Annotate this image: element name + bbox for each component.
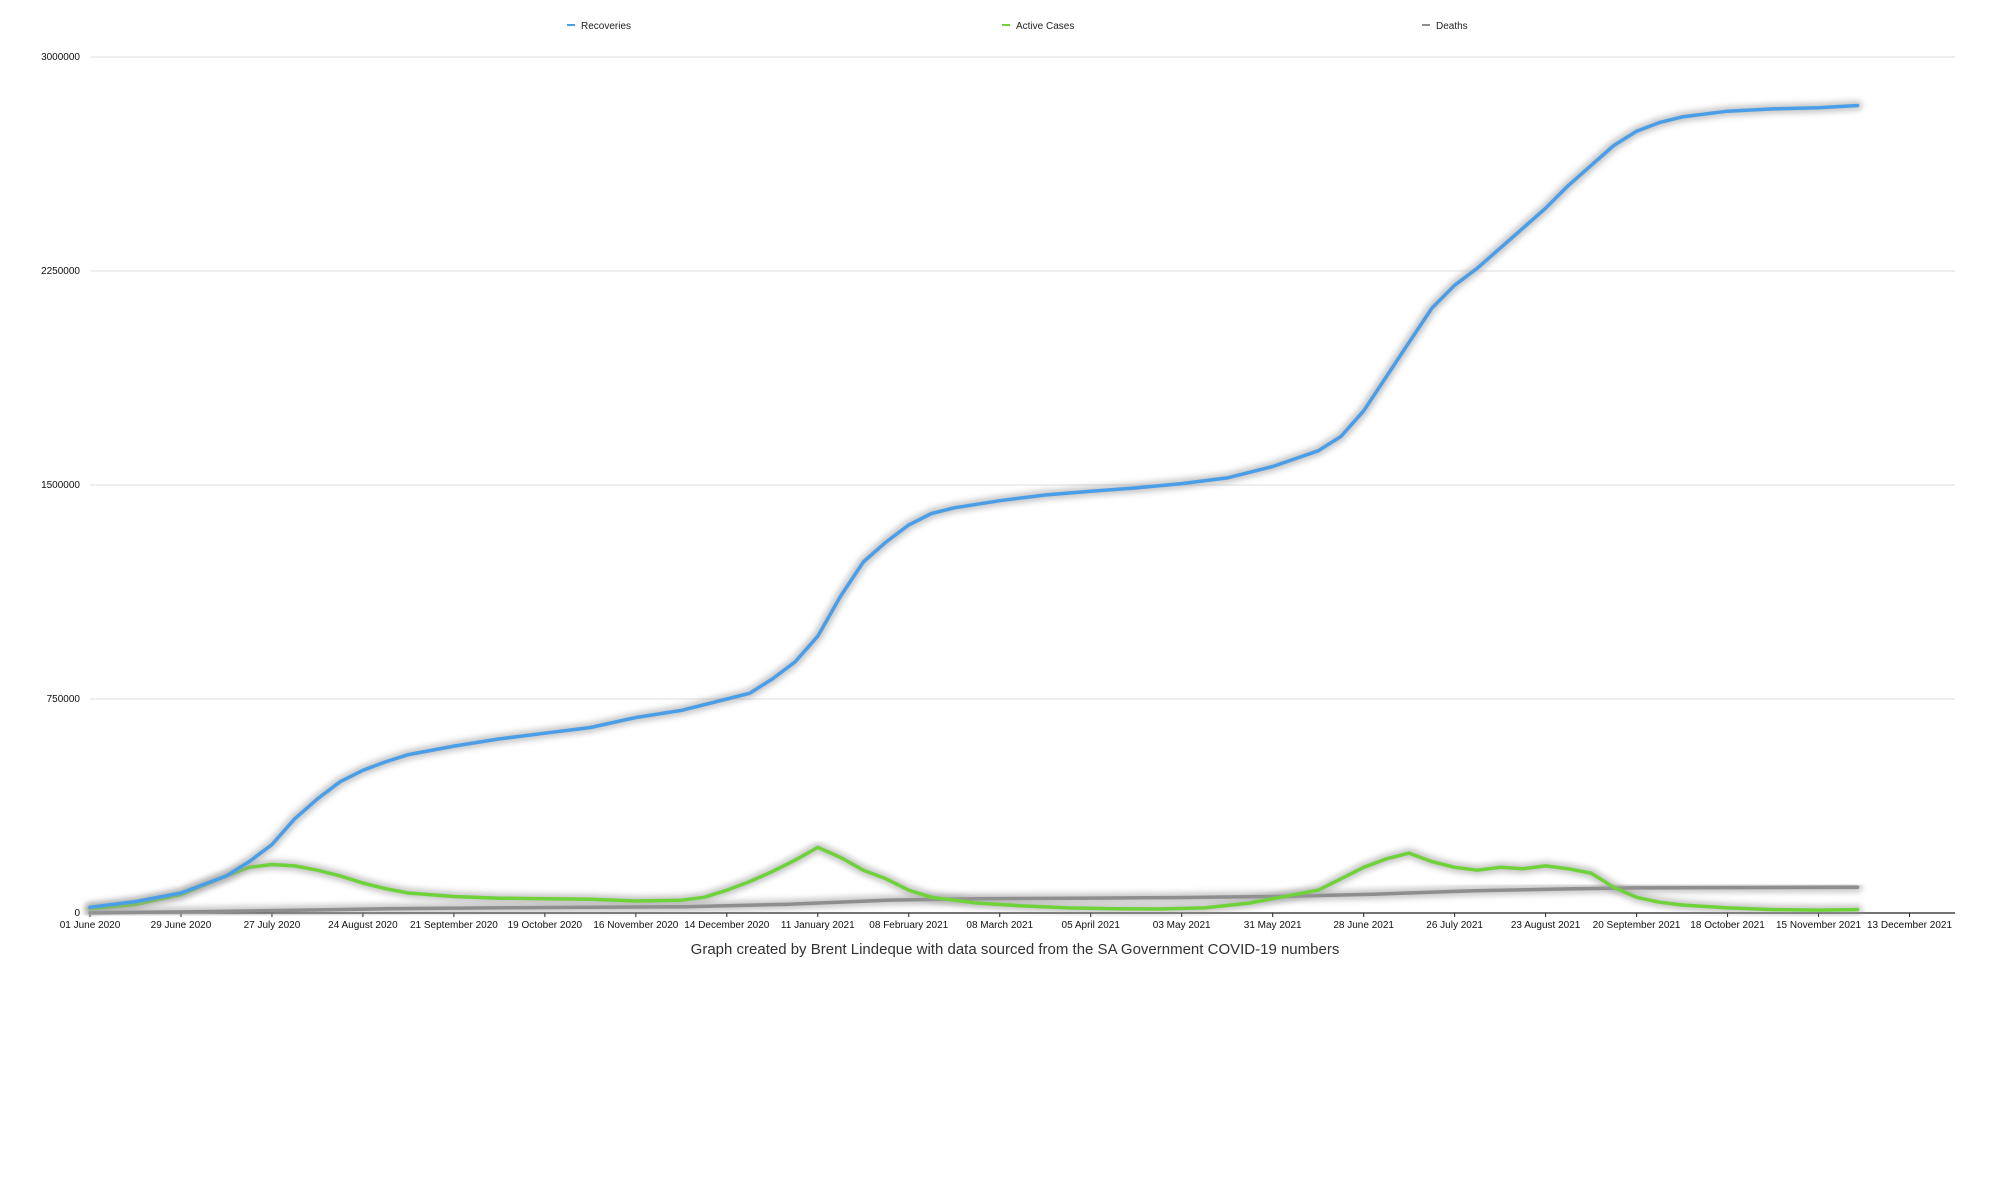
legend-label: Active Cases: [1016, 21, 1074, 32]
legend-label: Deaths: [1436, 21, 1468, 32]
series-lines: [85, 100, 1863, 918]
series-line-active-cases: [88, 845, 1860, 912]
legend-item: Deaths: [1422, 21, 1468, 32]
x-tick-label: 18 October 2021: [1690, 920, 1765, 931]
x-tick-label: 24 August 2020: [328, 920, 398, 931]
x-tick-label: 31 May 2021: [1244, 920, 1302, 931]
x-tick-label: 11 January 2021: [781, 920, 855, 931]
x-tick-label: 08 February 2021: [869, 920, 948, 931]
chart-caption: Graph created by Brent Lindeque with dat…: [691, 941, 1340, 958]
y-tick-label: 3000000: [41, 52, 80, 63]
y-tick-label: 0: [74, 908, 80, 919]
x-tick-label: 27 July 2020: [244, 920, 301, 931]
x-tick-label: 13 December 2021: [1867, 920, 1952, 931]
y-tick-label: 2250000: [41, 266, 80, 277]
legend: Recoveries Active Cases Deaths: [567, 21, 1468, 32]
x-tick-label: 19 October 2020: [508, 920, 583, 931]
gridlines: [90, 56, 1955, 700]
legend-item: Recoveries: [567, 21, 631, 32]
x-tick-label: 01 June 2020: [60, 920, 121, 931]
y-tick-label: 1500000: [41, 480, 80, 491]
axes: 0 750000 1500000 2250000 3000000 01 June 2020…: [41, 52, 1955, 931]
x-tick-label: 20 September 2021: [1593, 920, 1681, 931]
x-tick-label: 08 March 2021: [966, 920, 1033, 931]
x-tick-label: 23 August 2021: [1511, 920, 1581, 931]
x-tick-label: 15 November 2021: [1776, 920, 1861, 931]
x-tick-label: 28 June 2021: [1333, 920, 1394, 931]
x-tick-label: 05 April 2021: [1062, 920, 1121, 931]
y-tick-label: 750000: [47, 694, 81, 705]
legend-label: Recoveries: [581, 21, 631, 32]
legend-item: Active Cases: [1002, 21, 1074, 32]
x-tick-label: 21 September 2020: [410, 920, 498, 931]
x-tick-label: 29 June 2020: [151, 920, 212, 931]
x-tick-label: 16 November 2020: [593, 920, 678, 931]
x-tick-label: 26 July 2021: [1426, 920, 1483, 931]
x-tick-label: 14 December 2020: [684, 920, 769, 931]
series-line-recoveries: [88, 103, 1860, 910]
x-tick-label: 03 May 2021: [1153, 920, 1211, 931]
